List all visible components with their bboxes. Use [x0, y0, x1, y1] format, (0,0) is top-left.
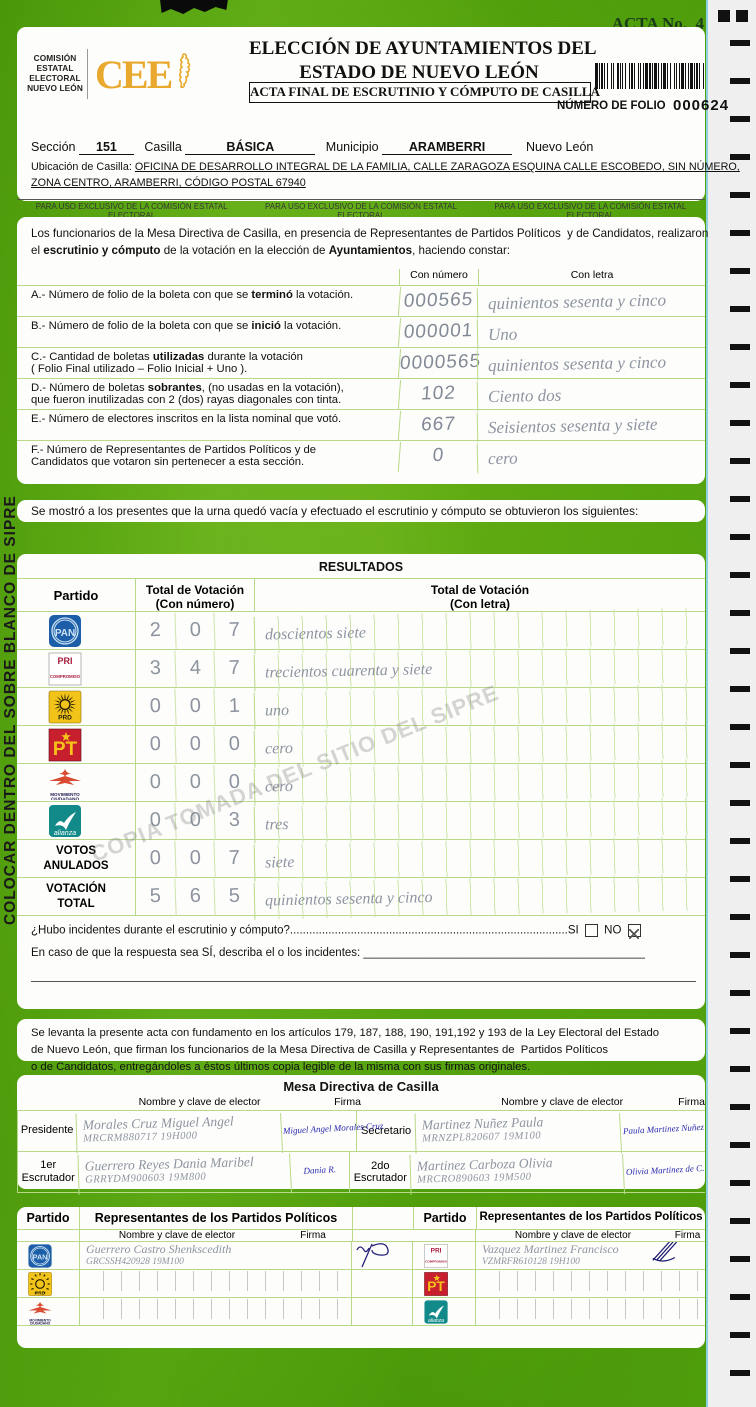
- svg-text:PRI: PRI: [57, 656, 72, 666]
- svg-text:COMPROMISO: COMPROMISO: [425, 1259, 448, 1263]
- svg-text:PRD: PRD: [35, 1290, 46, 1295]
- svg-text:alianza: alianza: [54, 830, 76, 837]
- svg-text:CIUDADANO: CIUDADANO: [30, 1321, 51, 1324]
- svg-text:PAN: PAN: [55, 628, 75, 639]
- svg-text:PRD: PRD: [58, 714, 72, 721]
- svg-text:PRI: PRI: [431, 1247, 442, 1254]
- svg-text:PT: PT: [427, 1279, 445, 1294]
- svg-text:CIUDADANO: CIUDADANO: [51, 796, 79, 800]
- svg-text:COMPROMISO: COMPROMISO: [50, 674, 81, 679]
- svg-text:PT: PT: [53, 739, 78, 760]
- svg-text:alianza: alianza: [428, 1318, 444, 1324]
- svg-text:PAN: PAN: [33, 1252, 48, 1261]
